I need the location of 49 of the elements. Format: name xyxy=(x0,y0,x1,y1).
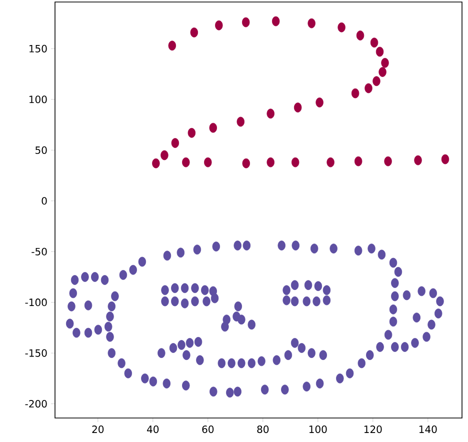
point xyxy=(370,38,378,48)
point xyxy=(316,98,324,108)
point xyxy=(308,18,316,28)
point xyxy=(356,30,364,40)
x-tick-label: 140 xyxy=(419,426,437,434)
y-tick-label: 50 xyxy=(36,146,47,154)
point xyxy=(326,157,334,168)
y-tick-label: -150 xyxy=(25,349,47,357)
point xyxy=(381,58,389,68)
point xyxy=(354,156,362,166)
y-tick-label: -200 xyxy=(25,400,47,408)
point xyxy=(414,155,422,166)
x-tick-label: 120 xyxy=(364,426,382,434)
y-tick-label: 150 xyxy=(29,44,47,52)
point xyxy=(384,156,392,166)
point xyxy=(266,157,274,168)
point xyxy=(168,40,176,51)
point xyxy=(364,83,372,94)
point xyxy=(209,122,217,133)
x-tick-label: 60 xyxy=(202,426,214,434)
point xyxy=(378,67,386,77)
point xyxy=(182,157,190,168)
y-tick-label: 0 xyxy=(42,197,47,205)
point xyxy=(292,157,300,168)
point xyxy=(204,157,212,168)
point xyxy=(338,22,346,32)
y-tick-label: 100 xyxy=(29,96,47,104)
point xyxy=(294,102,302,112)
point xyxy=(441,154,450,164)
point xyxy=(160,150,168,160)
point xyxy=(272,16,280,26)
point xyxy=(376,46,384,57)
x-tick-label: 20 xyxy=(92,426,104,434)
point xyxy=(190,28,198,38)
x-tick-label: 80 xyxy=(257,426,269,434)
point xyxy=(242,17,250,28)
point xyxy=(188,128,196,138)
x-tick-label: 40 xyxy=(147,426,159,434)
point xyxy=(266,108,274,119)
y-tick-label: -100 xyxy=(25,298,47,306)
point xyxy=(152,158,160,168)
point xyxy=(372,76,380,86)
y-tick-label: -50 xyxy=(32,248,47,256)
point xyxy=(351,88,360,98)
point xyxy=(236,116,244,127)
x-tick-label: 100 xyxy=(309,426,327,434)
point xyxy=(215,20,223,30)
point xyxy=(242,158,250,168)
point xyxy=(171,138,180,148)
